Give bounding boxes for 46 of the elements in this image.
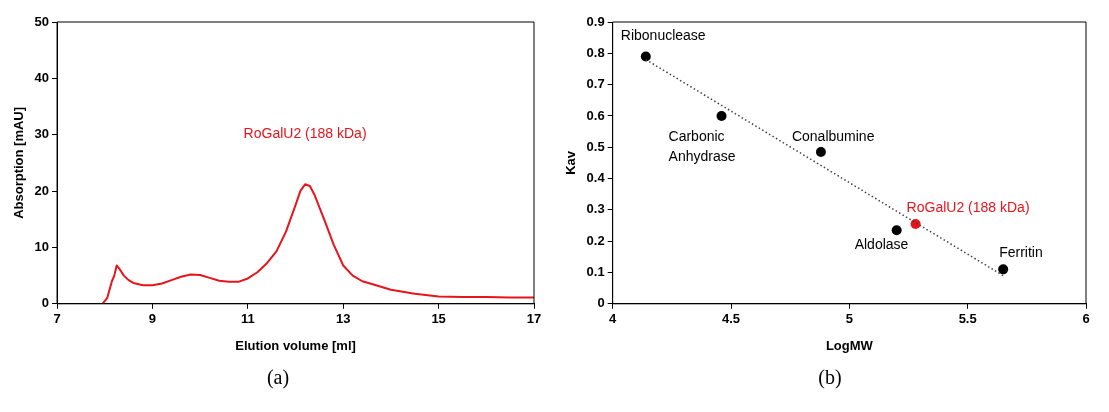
y-tick-label: 0 bbox=[41, 295, 50, 311]
point bbox=[640, 51, 651, 62]
y-tick-label: 30 bbox=[34, 126, 50, 142]
point bbox=[910, 218, 921, 229]
y-tick-label: 0.2 bbox=[586, 232, 605, 248]
x-axis-title: LogMW bbox=[825, 337, 874, 353]
y-tick-label: 50 bbox=[34, 13, 50, 29]
y-tick-label: 20 bbox=[34, 182, 50, 198]
y-tick-label: 0.6 bbox=[586, 107, 605, 123]
y-tick-label: 0.7 bbox=[586, 76, 605, 92]
y-tick-label: 40 bbox=[34, 69, 50, 85]
y-tick-label: 0.5 bbox=[586, 138, 605, 154]
x-tick-label: 4 bbox=[609, 311, 618, 327]
x-tick-label: 11 bbox=[240, 311, 255, 327]
x-axis-title: Elution volume [ml] bbox=[235, 337, 356, 353]
x-tick-label: 9 bbox=[148, 311, 157, 327]
annotation: Aldolase bbox=[854, 236, 909, 253]
y-tick-label: 0 bbox=[597, 295, 605, 311]
y-tick-label: 0.9 bbox=[586, 13, 605, 29]
y-tick-label: 0.8 bbox=[586, 44, 605, 60]
text: (b) bbox=[818, 366, 842, 389]
series-label: RoGalU2 (188 kDa) bbox=[906, 198, 1030, 215]
y-tick-label: 0.3 bbox=[586, 201, 605, 217]
annotation: Ferritin bbox=[999, 244, 1043, 261]
x-tick-label: 17 bbox=[526, 311, 542, 327]
x-tick-label: 6 bbox=[1082, 311, 1090, 327]
point bbox=[815, 146, 826, 157]
x-tick-label: 4.5 bbox=[721, 311, 741, 327]
point bbox=[716, 110, 727, 121]
y-tick-label: 0.4 bbox=[586, 170, 606, 186]
annotation: Conalbumine bbox=[791, 127, 875, 144]
y-tick-label: 10 bbox=[34, 239, 50, 255]
x-tick-label: 5.5 bbox=[958, 311, 977, 327]
y-tick-label: 0.1 bbox=[586, 264, 605, 280]
y-axis-title: Absorption [mAU] bbox=[11, 106, 27, 219]
annotation: Ribonuclease bbox=[620, 27, 706, 44]
point bbox=[891, 225, 902, 236]
text: RoGalU2 (188 kDa) bbox=[243, 125, 367, 142]
text: (a) bbox=[266, 366, 290, 389]
annotation: Carbonic Anhydrase bbox=[668, 127, 736, 164]
x-tick-label: 5 bbox=[845, 311, 853, 327]
y-axis-title: Kav bbox=[563, 150, 579, 175]
x-tick-label: 13 bbox=[335, 311, 351, 327]
x-tick-label: 7 bbox=[53, 311, 61, 327]
point bbox=[998, 264, 1009, 275]
x-tick-label: 15 bbox=[431, 311, 446, 327]
